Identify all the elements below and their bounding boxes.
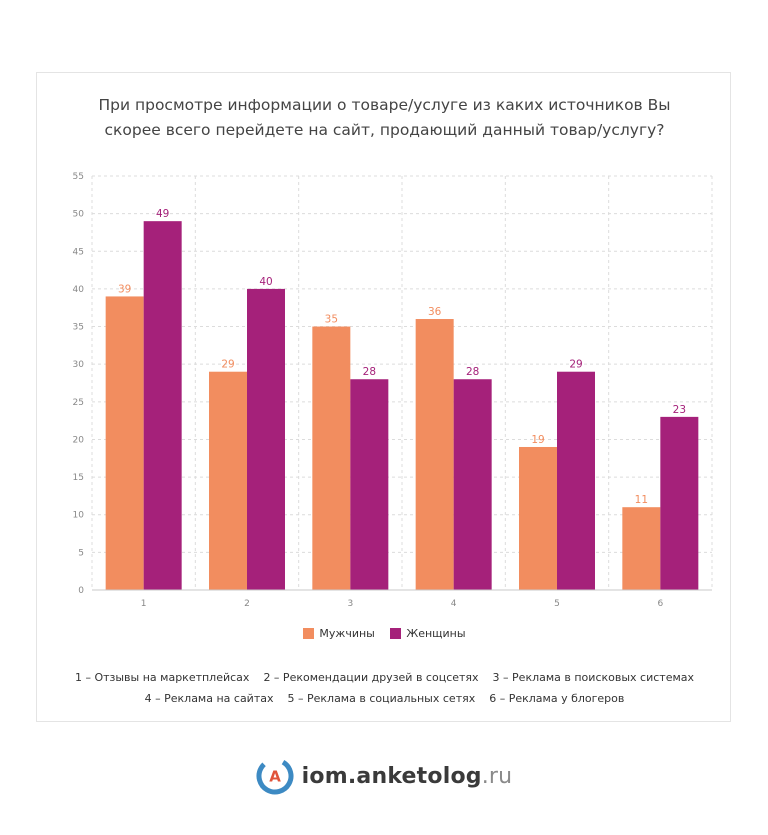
category-note-6: 6 – Реклама у блогеров — [489, 692, 625, 705]
category-note-4: 4 – Реклама на сайтах — [144, 692, 274, 705]
y-tick-label: 5 — [78, 548, 84, 558]
bar-men — [312, 326, 351, 590]
data-label: 28 — [363, 366, 376, 378]
chart-title-line-2: скорее всего перейдете на сайт, продающи… — [104, 121, 665, 139]
x-tick-label: 2 — [244, 599, 250, 609]
y-tick-label: 35 — [73, 323, 84, 333]
y-tick-label: 45 — [73, 247, 84, 257]
legend-label-men: Мужчины — [319, 627, 375, 640]
legend-swatch-men — [303, 628, 315, 639]
legend-item-women[interactable]: Женщины — [390, 627, 466, 640]
chart-card: При просмотре информации о товаре/услуге… — [36, 72, 731, 722]
data-label: 36 — [428, 306, 442, 318]
category-notes: 1 – Отзывы на маркетплейсах 2 – Рекоменд… — [37, 667, 732, 709]
data-label: 39 — [118, 283, 131, 295]
data-label: 19 — [531, 434, 544, 446]
bar-women — [453, 379, 492, 590]
x-tick-label: 1 — [141, 599, 147, 609]
bar-men — [519, 446, 557, 590]
bar-women — [557, 371, 595, 590]
y-tick-label: 30 — [73, 360, 85, 370]
category-note-5: 5 – Реклама в социальных сетях — [287, 692, 476, 705]
y-tick-label: 10 — [73, 511, 85, 521]
y-tick-label: 20 — [73, 435, 85, 445]
legend-item-men[interactable]: Мужчины — [303, 627, 375, 640]
brand-tld: .ru — [481, 763, 513, 789]
legend-swatch-women — [390, 628, 402, 639]
bar-women — [143, 221, 182, 590]
data-label: 28 — [466, 366, 479, 378]
y-tick-label: 40 — [73, 285, 85, 295]
bar-chart: 0510152025303540455055394912940235283362… — [73, 172, 713, 609]
bar-men — [209, 371, 247, 590]
brand-name: iom.anketolog.ru — [302, 764, 513, 789]
bar-men — [415, 319, 454, 590]
y-tick-label: 15 — [73, 473, 84, 483]
x-tick-label: 6 — [657, 599, 663, 609]
data-label: 23 — [673, 404, 686, 416]
y-tick-label: 50 — [73, 210, 85, 220]
data-label: 40 — [259, 276, 272, 288]
bar-men — [105, 296, 144, 590]
chart-legend: Мужчины Женщины — [37, 627, 732, 642]
bar-women — [350, 379, 389, 590]
x-tick-label: 3 — [347, 599, 353, 609]
legend-label-women: Женщины — [406, 627, 466, 640]
y-tick-label: 25 — [73, 398, 84, 408]
y-tick-label: 55 — [73, 172, 84, 182]
y-tick-label: 0 — [78, 586, 84, 596]
category-notes-line-1: 1 – Отзывы на маркетплейсах 2 – Рекоменд… — [37, 667, 732, 688]
logo-letter: A — [269, 768, 281, 786]
bar-women — [247, 288, 285, 590]
chart-title: При просмотре информации о товаре/услуге… — [37, 93, 732, 143]
x-tick-label: 5 — [554, 599, 560, 609]
anketolog-logo-icon: A — [256, 757, 294, 795]
chart-title-line-1: При просмотре информации о товаре/услуге… — [98, 96, 671, 114]
category-note-3: 3 – Реклама в поисковых системах — [492, 671, 695, 684]
category-notes-line-2: 4 – Реклама на сайтах 5 – Реклама в соци… — [37, 688, 732, 709]
bar-women — [660, 416, 699, 590]
category-note-1: 1 – Отзывы на маркетплейсах — [74, 671, 250, 684]
category-note-2: 2 – Рекомендации друзей в соцсетях — [263, 671, 479, 684]
data-label: 29 — [221, 359, 234, 371]
data-label: 49 — [156, 208, 169, 220]
x-tick-label: 4 — [451, 599, 457, 609]
data-label: 11 — [635, 494, 648, 506]
data-label: 29 — [569, 359, 582, 371]
brand-name-main: iom.anketolog — [301, 763, 482, 789]
data-label: 35 — [325, 314, 338, 326]
brand-logo[interactable]: A iom.anketolog.ru — [0, 757, 768, 799]
bar-men — [622, 507, 661, 590]
